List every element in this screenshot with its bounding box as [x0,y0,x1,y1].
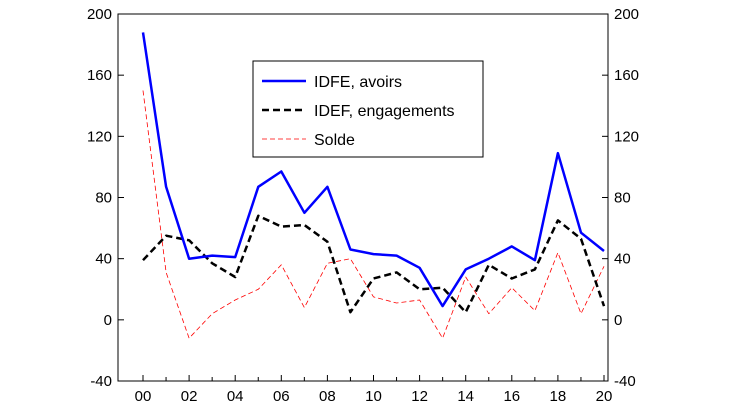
x-tick-label: 00 [135,388,152,405]
y-tick-label-left: 200 [87,6,112,23]
y-tick-label-right: 200 [614,6,639,23]
x-tick-label: 06 [273,388,290,405]
x-tick-label: 08 [319,388,336,405]
y-tick-label-right: 40 [614,251,631,268]
y-tick-label-right: 0 [614,312,622,329]
legend-box [252,60,484,158]
y-tick-label-left: 120 [87,128,112,145]
legend: IDFE, avoirs IDEF, engagements Solde [252,60,484,158]
y-tick-label-right: 160 [614,67,639,84]
y-tick-label-right: -40 [614,373,636,390]
y-tick-label-right: 120 [614,128,639,145]
x-tick-label: 16 [503,388,520,405]
legend-label-solde: Solde [314,132,355,149]
x-tick-label: 12 [411,388,428,405]
y-tick-label-left: 40 [95,251,112,268]
y-tick-label-right: 80 [614,190,631,207]
x-tick-label: 20 [596,388,613,405]
legend-label-idef: IDEF, engagements [314,103,455,120]
series-layer [141,32,606,339]
x-tick-label: 14 [457,388,474,405]
y-tick-label-left: 80 [95,190,112,207]
x-tick-label: 02 [181,388,198,405]
x-tick-label: 18 [550,388,567,405]
x-tick-label: 10 [365,388,382,405]
series-line-idef-engagements [142,214,606,314]
x-tick-label: 04 [227,388,244,405]
legend-label-idfe: IDFE, avoirs [314,74,402,91]
series-line-idfe-avoirs [141,32,605,308]
y-tick-label-left: 0 [104,312,112,329]
series-line-solde [142,90,605,339]
y-tick-label-left: -40 [90,373,112,390]
y-tick-label-left: 160 [87,67,112,84]
